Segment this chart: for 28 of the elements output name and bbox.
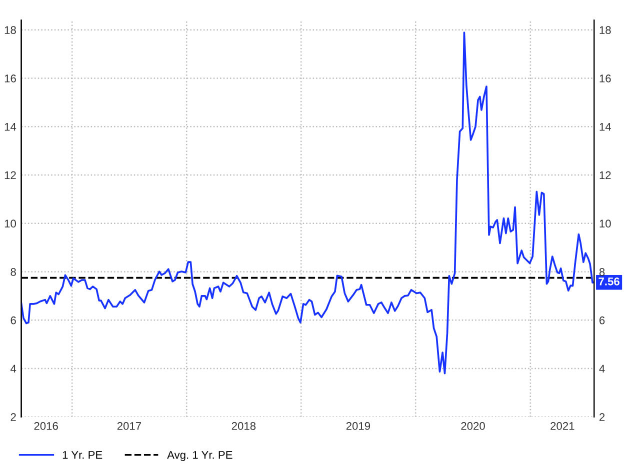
x-tick-label: 2018: [232, 422, 256, 430]
y2-tick-label: 2: [599, 413, 605, 421]
y-tick-label: 2: [10, 413, 16, 421]
y2-tick-label: 18: [600, 26, 611, 34]
y2-tick-label: 6: [600, 316, 605, 324]
y-tick-label: 8: [10, 268, 16, 276]
y2-tick-label: 12: [600, 171, 611, 180]
y-tick-label: 10: [4, 220, 16, 228]
y-tick-label: 12: [4, 171, 16, 180]
legend-label: Avg. 1 Yr. PE: [167, 451, 232, 462]
annotation: 7.56: [598, 278, 620, 286]
y-tick-label: 14: [4, 123, 16, 131]
x-tick-label: 2019: [346, 422, 370, 430]
y2-tick-label: 4: [599, 364, 605, 373]
y-tick-label: 18: [4, 26, 16, 34]
y-tick-label: 4: [10, 364, 16, 373]
x-tick-label: 2017: [117, 422, 141, 430]
y-tick-label: 6: [10, 316, 16, 324]
legend-label: 1 Yr. PE: [62, 451, 102, 459]
y2-tick-label: 16: [600, 74, 611, 82]
x-tick-label: 2021: [550, 422, 574, 430]
line-series: [21, 32, 594, 374]
x-tick-label: 2020: [461, 422, 485, 430]
y2-tick-label: 10: [600, 220, 611, 228]
y2-tick-label: 14: [600, 123, 611, 131]
y2-tick-label: 8: [599, 268, 605, 276]
y-tick-label: 16: [4, 74, 16, 82]
x-tick-label: 2016: [34, 422, 58, 430]
